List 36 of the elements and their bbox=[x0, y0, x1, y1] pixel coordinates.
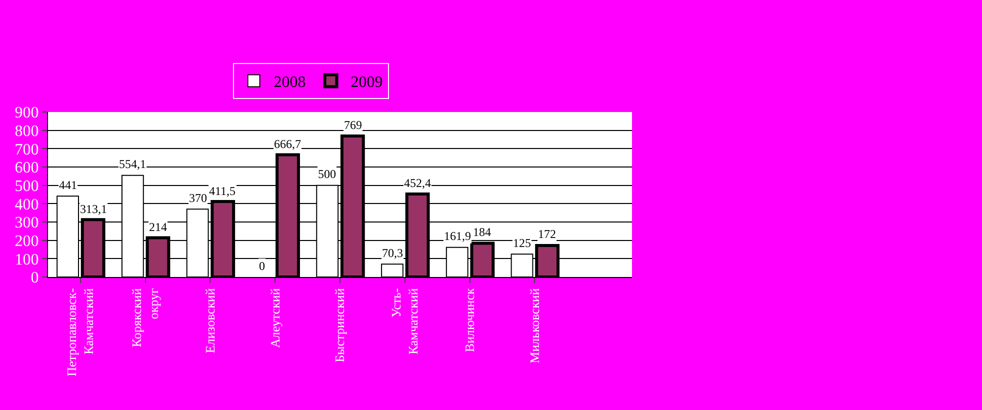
x-tick-label: Корякский округ bbox=[129, 288, 162, 348]
legend-label: 2009 bbox=[350, 74, 383, 91]
x-tick-label: Вилючинск bbox=[462, 288, 478, 352]
y-tick-label: 600 bbox=[14, 160, 39, 177]
data-label: 500 bbox=[318, 167, 336, 181]
data-label: 441 bbox=[59, 178, 77, 192]
data-label: 125 bbox=[513, 236, 531, 250]
x-tick-label: Елизовский bbox=[202, 288, 218, 354]
data-label: 554,1 bbox=[119, 157, 146, 171]
data-label: 214 bbox=[149, 220, 167, 234]
y-tick-label: 800 bbox=[14, 122, 39, 140]
legend-label: 2008 bbox=[274, 74, 306, 91]
data-label: 411,5 bbox=[209, 184, 236, 198]
y-tick-label: 100 bbox=[14, 251, 39, 268]
y-tick-label: 700 bbox=[14, 141, 39, 158]
data-label: 666,7 bbox=[274, 137, 301, 151]
y-tick-label: 200 bbox=[14, 232, 39, 250]
x-tick-label: Петропавловск- Камчатский bbox=[64, 288, 96, 376]
data-label: 313,1 bbox=[80, 202, 107, 216]
x-tick-label: Алеутский bbox=[267, 288, 282, 348]
y-tick-label: 300 bbox=[14, 214, 39, 232]
x-tick-label: Мильковский bbox=[526, 288, 542, 364]
data-label: 184 bbox=[473, 225, 491, 239]
y-tick-label: 500 bbox=[14, 178, 39, 195]
data-label: 370 bbox=[189, 191, 207, 205]
data-label: 769 bbox=[344, 118, 362, 132]
data-label: 452,4 bbox=[404, 176, 431, 190]
y-tick-label: 0 bbox=[30, 270, 39, 287]
data-label: 0 bbox=[259, 259, 265, 273]
x-tick-label: Быстринский bbox=[332, 288, 348, 362]
data-label: 70,3 bbox=[382, 246, 403, 260]
x-tick-label: Усть- Камчатский bbox=[388, 288, 421, 355]
data-label: 161,9 bbox=[444, 229, 471, 243]
y-tick-label: 900 bbox=[14, 104, 39, 122]
y-tick-label: 400 bbox=[14, 196, 39, 214]
data-label: 172 bbox=[538, 227, 556, 241]
